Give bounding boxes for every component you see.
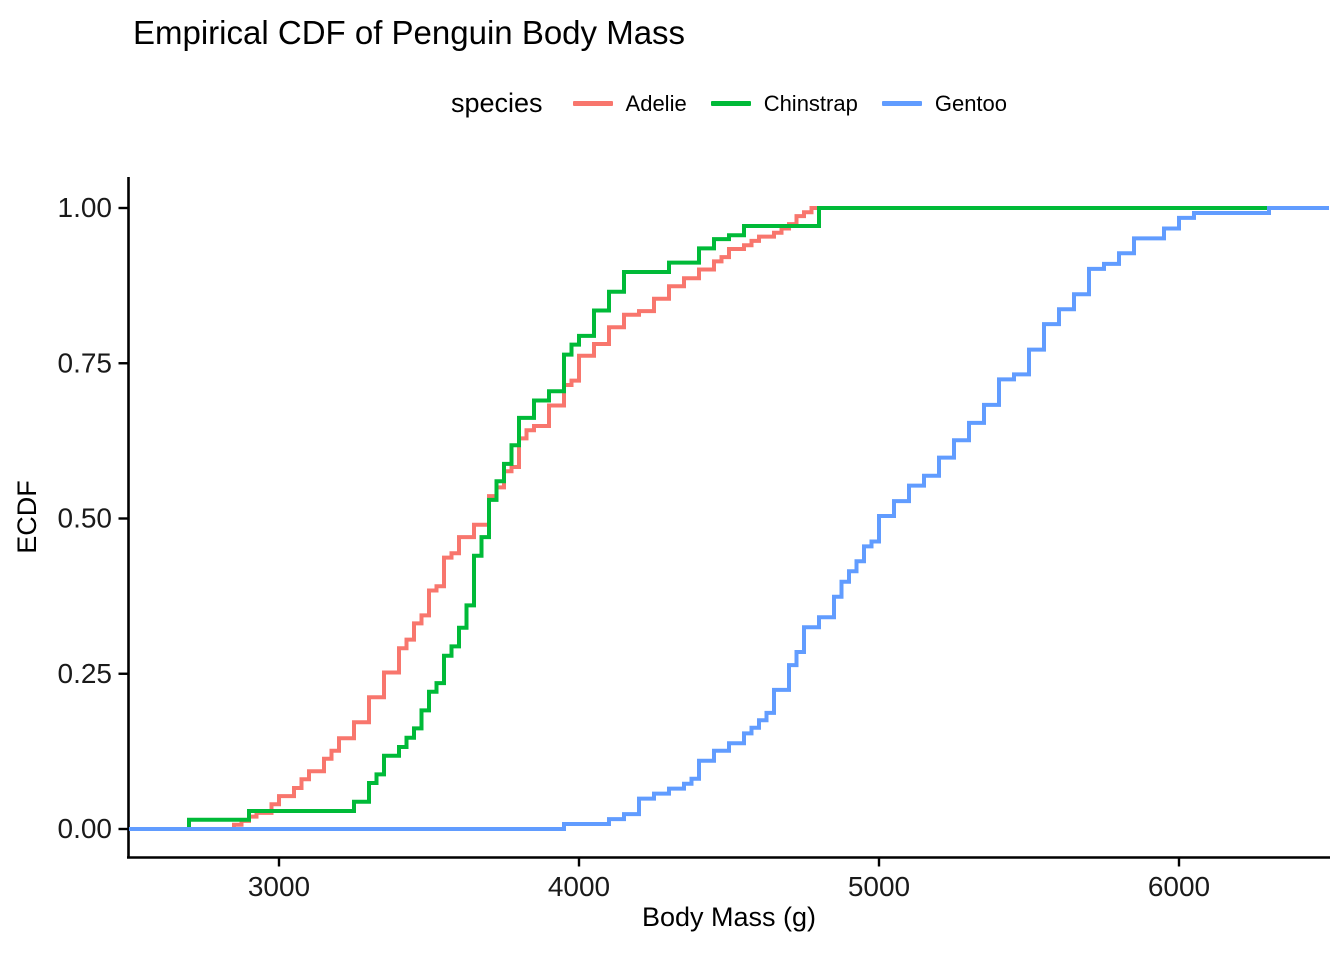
y-tick-label: 0.25 [58,658,113,689]
legend-item-gentoo: Gentoo [881,90,1008,117]
legend-key-adelie-line-icon [572,101,613,106]
x-tick-label: 6000 [1148,871,1210,902]
legend-key-chinstrap-line-icon [710,101,751,106]
legend-label-adelie: Adelie [625,90,687,116]
legend: species Adelie Chinstrap Gentoo [129,88,1329,119]
legend-key-gentoo-line-icon [881,101,922,106]
ecdf-line-adelie [129,206,1329,831]
legend-item-chinstrap: Chinstrap [710,90,858,117]
ecdf-line-gentoo [129,206,1329,831]
x-tick-label: 4000 [548,871,610,902]
legend-label-chinstrap: Chinstrap [763,90,858,116]
y-tick-label: 0.75 [58,347,113,378]
legend-label-gentoo: Gentoo [934,90,1008,116]
y-axis-title: ECDF [12,480,42,554]
x-tick-label: 3000 [248,871,310,902]
ecdf-line-chinstrap [129,206,1329,831]
x-tick-label: 5000 [848,871,910,902]
x-axis-title: Body Mass (g) [641,902,817,932]
y-tick-label: 1.00 [58,192,113,223]
legend-title: species [450,88,543,118]
chart-title: Empirical CDF of Penguin Body Mass [133,14,686,51]
y-tick-label: 0.50 [58,503,113,534]
y-tick-label: 0.00 [58,813,113,844]
legend-item-adelie: Adelie [572,90,687,117]
